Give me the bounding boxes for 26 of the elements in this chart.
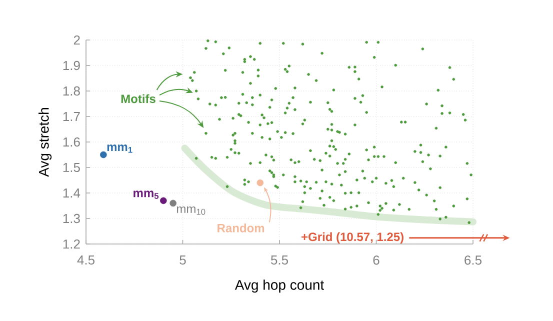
y-tick-label: 1.5 <box>63 162 80 172</box>
annotation: +Grid (10.57, 1.25) <box>302 232 404 244</box>
legend-label: Motifs <box>121 94 156 104</box>
y-tick-label: 1.3 <box>63 214 80 224</box>
y-axis-title: Avg stretch <box>38 108 52 177</box>
series-label: mm$_{5}$ <box>134 190 159 199</box>
point <box>100 151 107 158</box>
point <box>170 200 176 207</box>
series-label: mm$_{1}$ <box>107 144 132 153</box>
x-tick-label: 6 <box>373 256 380 265</box>
x-tick-label: 5.5 <box>270 256 288 265</box>
y-tick-label: 1.6 <box>63 137 80 147</box>
y-tick-label: 1.4 <box>63 188 80 198</box>
y-tick-label: 1.7 <box>63 112 80 121</box>
y-tick-label: 1.2 <box>63 239 80 249</box>
y-tick-label: 1.9 <box>63 60 80 70</box>
x-axis-title: Avg hop count <box>234 280 324 293</box>
series-label: mm$_{10}$ <box>177 206 206 215</box>
y-tick-label: 2 <box>74 35 80 45</box>
y-tick-label: 1.8 <box>63 86 80 96</box>
point <box>256 179 264 186</box>
x-tick-label: 5 <box>180 256 186 265</box>
x-tick-label: 6.5 <box>464 256 482 265</box>
point <box>160 197 167 204</box>
x-tick-label: 4.5 <box>77 256 94 265</box>
text: Random <box>218 224 264 232</box>
